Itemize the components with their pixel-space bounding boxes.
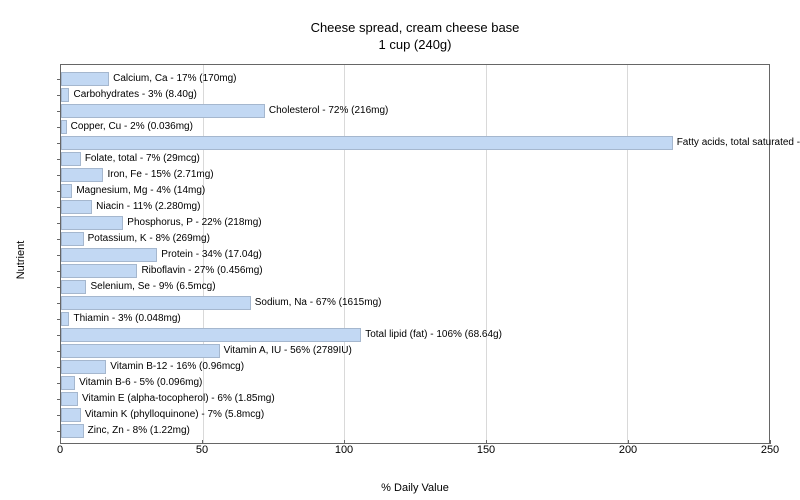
- nutrient-bar-label: Vitamin B-12 - 16% (0.96mcg): [110, 361, 244, 372]
- nutrient-bar-label: Phosphorus, P - 22% (218mg): [127, 217, 261, 228]
- nutrient-bar: [61, 296, 251, 310]
- nutrient-row: Niacin - 11% (2.280mg): [61, 200, 769, 214]
- nutrient-row: Sodium, Na - 67% (1615mg): [61, 296, 769, 310]
- nutrient-row: Carbohydrates - 3% (8.40g): [61, 88, 769, 102]
- nutrient-bar-label: Vitamin E (alpha-tocopherol) - 6% (1.85m…: [82, 393, 275, 404]
- nutrient-row: Vitamin A, IU - 56% (2789IU): [61, 344, 769, 358]
- chart-title: Cheese spread, cream cheese base 1 cup (…: [60, 20, 770, 54]
- x-tick-label: 0: [57, 444, 63, 456]
- nutrient-bar: [61, 104, 265, 118]
- nutrient-bar: [61, 200, 92, 214]
- nutrient-bar: [61, 280, 86, 294]
- nutrient-row: Phosphorus, P - 22% (218mg): [61, 216, 769, 230]
- nutrient-bar-label: Fatty acids, total saturated - 216% (43.…: [677, 137, 800, 148]
- x-axis: % Daily Value 050100150200250: [60, 444, 770, 474]
- nutrient-bar: [61, 408, 81, 422]
- nutrient-row: Calcium, Ca - 17% (170mg): [61, 72, 769, 86]
- nutrient-bar-label: Folate, total - 7% (29mcg): [85, 153, 200, 164]
- nutrient-bar: [61, 232, 84, 246]
- x-tick-mark: [628, 440, 629, 444]
- nutrient-row: Riboflavin - 27% (0.456mg): [61, 264, 769, 278]
- y-axis-label: Nutrient: [15, 241, 27, 280]
- nutrient-bar-label: Sodium, Na - 67% (1615mg): [255, 297, 382, 308]
- nutrient-bar: [61, 216, 123, 230]
- nutrient-bar: [61, 424, 84, 438]
- nutrient-bar-label: Niacin - 11% (2.280mg): [96, 201, 200, 212]
- nutrient-row: Vitamin K (phylloquinone) - 7% (5.8mcg): [61, 408, 769, 422]
- plot-area: Nutrient Calcium, Ca - 17% (170mg)Carboh…: [60, 64, 770, 444]
- nutrient-row: Zinc, Zn - 8% (1.22mg): [61, 424, 769, 438]
- nutrient-bar-label: Thiamin - 3% (0.048mg): [73, 313, 180, 324]
- nutrient-bar-label: Copper, Cu - 2% (0.036mg): [71, 121, 193, 132]
- nutrient-bar-label: Iron, Fe - 15% (2.71mg): [107, 169, 213, 180]
- nutrient-row: Total lipid (fat) - 106% (68.64g): [61, 328, 769, 342]
- x-tick-mark: [60, 440, 61, 444]
- x-tick-mark: [202, 440, 203, 444]
- nutrient-bar: [61, 168, 103, 182]
- nutrient-bar-label: Vitamin B-6 - 5% (0.096mg): [79, 377, 202, 388]
- nutrient-row: Potassium, K - 8% (269mg): [61, 232, 769, 246]
- nutrient-bar: [61, 264, 137, 278]
- x-tick-mark: [486, 440, 487, 444]
- title-line-2: 1 cup (240g): [60, 37, 770, 54]
- x-tick-mark: [770, 440, 771, 444]
- nutrient-row: Cholesterol - 72% (216mg): [61, 104, 769, 118]
- nutrient-row: Folate, total - 7% (29mcg): [61, 152, 769, 166]
- nutrient-row: Thiamin - 3% (0.048mg): [61, 312, 769, 326]
- nutrient-bar-label: Potassium, K - 8% (269mg): [88, 233, 210, 244]
- x-axis-label: % Daily Value: [381, 482, 449, 494]
- nutrient-row: Iron, Fe - 15% (2.71mg): [61, 168, 769, 182]
- nutrient-row: Protein - 34% (17.04g): [61, 248, 769, 262]
- nutrient-bar-label: Zinc, Zn - 8% (1.22mg): [88, 425, 190, 436]
- nutrient-bar-label: Carbohydrates - 3% (8.40g): [73, 89, 196, 100]
- nutrient-row: Selenium, Se - 9% (6.5mcg): [61, 280, 769, 294]
- nutrient-bar-label: Vitamin K (phylloquinone) - 7% (5.8mcg): [85, 409, 264, 420]
- nutrient-bar-label: Total lipid (fat) - 106% (68.64g): [365, 329, 502, 340]
- nutrient-bar-label: Vitamin A, IU - 56% (2789IU): [224, 345, 352, 356]
- nutrient-row: Fatty acids, total saturated - 216% (43.…: [61, 136, 769, 150]
- nutrient-bar: [61, 248, 157, 262]
- nutrient-bar: [61, 376, 75, 390]
- nutrient-bar: [61, 360, 106, 374]
- nutrient-row: Vitamin B-12 - 16% (0.96mcg): [61, 360, 769, 374]
- nutrient-bar: [61, 72, 109, 86]
- nutrient-bar: [61, 392, 78, 406]
- nutrient-row: Magnesium, Mg - 4% (14mg): [61, 184, 769, 198]
- nutrient-row: Vitamin B-6 - 5% (0.096mg): [61, 376, 769, 390]
- nutrient-bar-label: Riboflavin - 27% (0.456mg): [141, 265, 262, 276]
- nutrient-bar: [61, 152, 81, 166]
- nutrient-bar: [61, 184, 72, 198]
- nutrient-bar-label: Protein - 34% (17.04g): [161, 249, 262, 260]
- nutrient-bar: [61, 312, 69, 326]
- nutrient-bar: [61, 136, 673, 150]
- nutrient-row: Copper, Cu - 2% (0.036mg): [61, 120, 769, 134]
- nutrient-bar-label: Magnesium, Mg - 4% (14mg): [76, 185, 205, 196]
- nutrient-bar-label: Calcium, Ca - 17% (170mg): [113, 73, 236, 84]
- x-tick-label: 100: [335, 444, 353, 456]
- nutrient-bar: [61, 328, 361, 342]
- nutrient-bar: [61, 344, 220, 358]
- x-tick-label: 250: [761, 444, 779, 456]
- x-tick-label: 50: [196, 444, 208, 456]
- nutrition-chart: Cheese spread, cream cheese base 1 cup (…: [0, 0, 800, 500]
- nutrient-bar: [61, 88, 69, 102]
- nutrient-bar-label: Selenium, Se - 9% (6.5mcg): [90, 281, 215, 292]
- nutrient-bar: [61, 120, 67, 134]
- title-line-1: Cheese spread, cream cheese base: [60, 20, 770, 37]
- x-tick-label: 200: [619, 444, 637, 456]
- nutrient-bar-label: Cholesterol - 72% (216mg): [269, 105, 389, 116]
- x-tick-mark: [344, 440, 345, 444]
- nutrient-row: Vitamin E (alpha-tocopherol) - 6% (1.85m…: [61, 392, 769, 406]
- x-tick-label: 150: [477, 444, 495, 456]
